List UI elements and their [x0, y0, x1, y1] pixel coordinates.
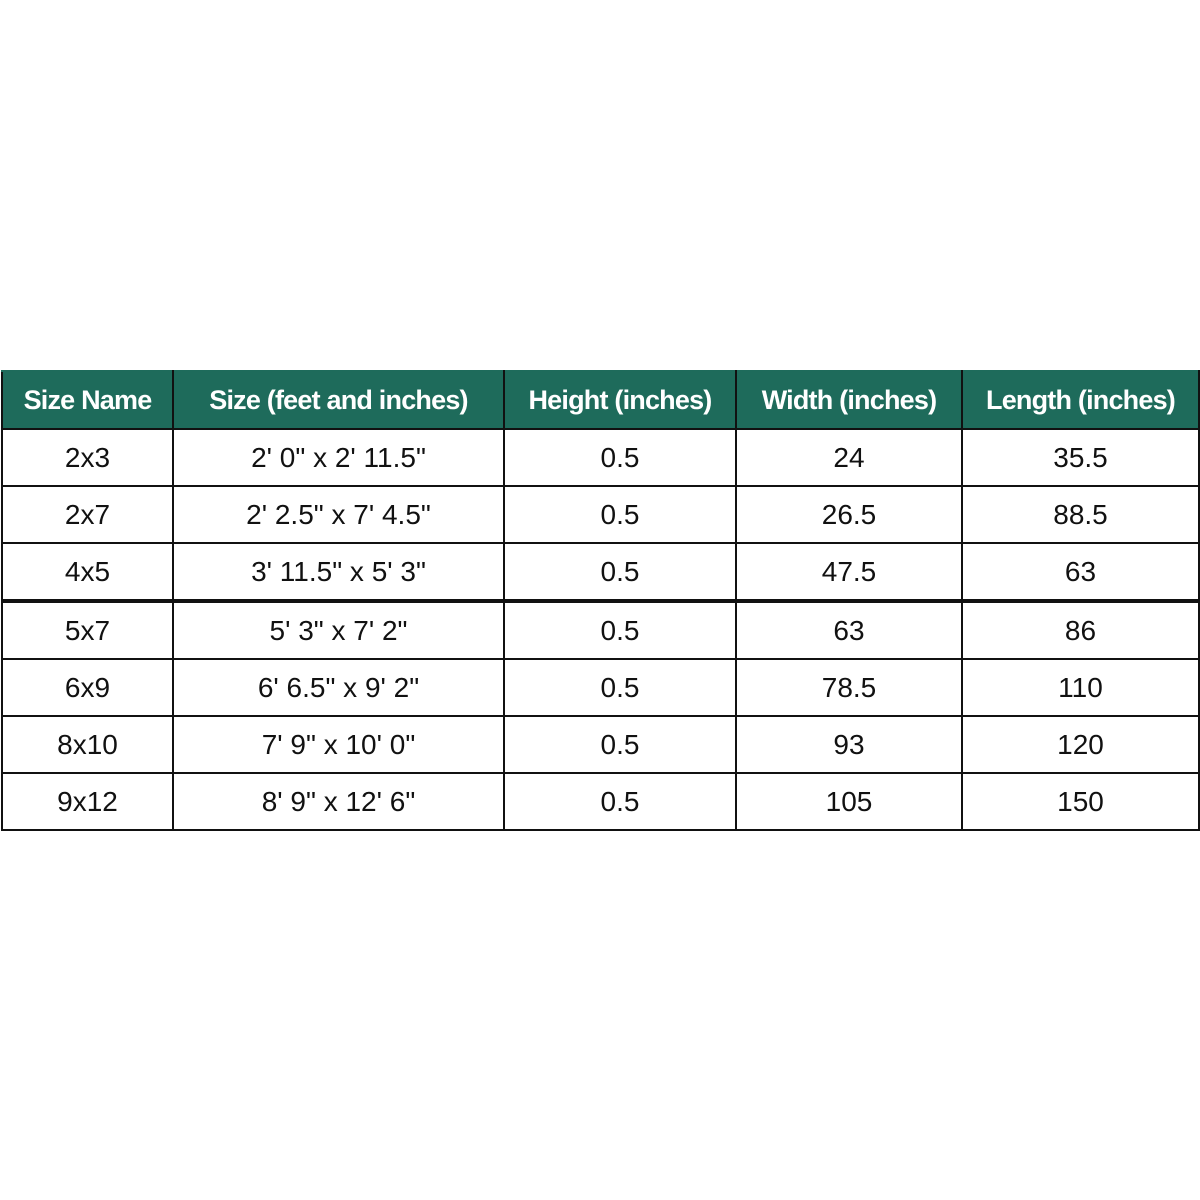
table-row: 9x12 8' 9" x 12' 6" 0.5 105 150 — [1, 772, 1200, 831]
table-cell: 8x10 — [1, 715, 174, 774]
header-row: Size Name Size (feet and inches) Height (i… — [1, 370, 1200, 430]
table-cell: 5x7 — [1, 599, 174, 660]
table-cell: 24 — [735, 428, 963, 487]
header-cell: Height (inches) — [503, 370, 737, 430]
table-row: 4x5 3' 11.5" x 5' 3" 0.5 47.5 63 — [1, 542, 1200, 602]
table-cell: 93 — [735, 715, 963, 774]
table-cell: 7' 9" x 10' 0" — [172, 715, 505, 774]
table-cell: 105 — [735, 772, 963, 831]
table-cell: 78.5 — [735, 658, 963, 717]
table-cell: 120 — [961, 715, 1200, 774]
header-cell: Size (feet and inches) — [172, 370, 505, 430]
table-cell: 0.5 — [503, 485, 737, 544]
table-cell: 6x9 — [1, 658, 174, 717]
table-cell: 8' 9" x 12' 6" — [172, 772, 505, 831]
table-row: 5x7 5' 3" x 7' 2" 0.5 63 86 — [1, 599, 1200, 660]
table-cell: 6' 6.5" x 9' 2" — [172, 658, 505, 717]
table-cell: 88.5 — [961, 485, 1200, 544]
table-cell: 35.5 — [961, 428, 1200, 487]
table-cell: 63 — [735, 599, 963, 660]
table-cell: 5' 3" x 7' 2" — [172, 599, 505, 660]
table-cell: 2' 2.5" x 7' 4.5" — [172, 485, 505, 544]
table-cell: 47.5 — [735, 542, 963, 602]
table-cell: 150 — [961, 772, 1200, 831]
table-row: 6x9 6' 6.5" x 9' 2" 0.5 78.5 110 — [1, 658, 1200, 717]
table-cell: 2' 0" x 2' 11.5" — [172, 428, 505, 487]
table-cell: 9x12 — [1, 772, 174, 831]
table-cell: 2x3 — [1, 428, 174, 487]
table-cell: 0.5 — [503, 658, 737, 717]
table-cell: 26.5 — [735, 485, 963, 544]
table-cell: 0.5 — [503, 428, 737, 487]
table-cell: 4x5 — [1, 542, 174, 602]
header-cell: Size Name — [1, 370, 174, 430]
header-cell: Width (inches) — [735, 370, 963, 430]
table-cell: 0.5 — [503, 599, 737, 660]
table-cell: 0.5 — [503, 715, 737, 774]
size-table: Size Name Size (feet and inches) Height (i… — [1, 370, 1200, 831]
table-cell: 0.5 — [503, 542, 737, 602]
table-cell: 63 — [961, 542, 1200, 602]
table-row: 2x7 2' 2.5" x 7' 4.5" 0.5 26.5 88.5 — [1, 485, 1200, 544]
table-row: 2x3 2' 0" x 2' 11.5" 0.5 24 35.5 — [1, 428, 1200, 487]
table-cell: 3' 11.5" x 5' 3" — [172, 542, 505, 602]
table-cell: 110 — [961, 658, 1200, 717]
table-cell: 86 — [961, 599, 1200, 660]
table-body: 2x3 2' 0" x 2' 11.5" 0.5 24 35.5 2x7 2' 2.5" x… — [1, 428, 1200, 831]
table-cell: 0.5 — [503, 772, 737, 831]
table-cell: 2x7 — [1, 485, 174, 544]
header-cell: Length (inches) — [961, 370, 1200, 430]
table-row: 8x10 7' 9" x 10' 0" 0.5 93 120 — [1, 715, 1200, 774]
